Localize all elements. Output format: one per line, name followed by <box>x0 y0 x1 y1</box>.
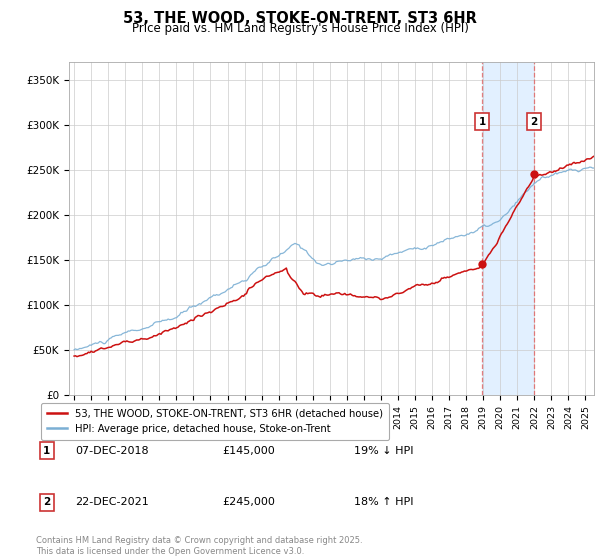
Text: 2: 2 <box>530 116 538 127</box>
Text: Contains HM Land Registry data © Crown copyright and database right 2025.
This d: Contains HM Land Registry data © Crown c… <box>36 536 362 556</box>
Text: Price paid vs. HM Land Registry's House Price Index (HPI): Price paid vs. HM Land Registry's House … <box>131 22 469 35</box>
Text: £145,000: £145,000 <box>222 446 275 456</box>
Text: 2: 2 <box>43 497 50 507</box>
Text: 1: 1 <box>478 116 485 127</box>
Text: 22-DEC-2021: 22-DEC-2021 <box>75 497 149 507</box>
Text: 19% ↓ HPI: 19% ↓ HPI <box>354 446 413 456</box>
Text: 07-DEC-2018: 07-DEC-2018 <box>75 446 149 456</box>
Text: 18% ↑ HPI: 18% ↑ HPI <box>354 497 413 507</box>
Bar <box>482 62 534 395</box>
Text: 1: 1 <box>43 446 50 456</box>
Legend: 53, THE WOOD, STOKE-ON-TRENT, ST3 6HR (detached house), HPI: Average price, deta: 53, THE WOOD, STOKE-ON-TRENT, ST3 6HR (d… <box>41 403 389 440</box>
Text: 53, THE WOOD, STOKE-ON-TRENT, ST3 6HR: 53, THE WOOD, STOKE-ON-TRENT, ST3 6HR <box>123 11 477 26</box>
Text: £245,000: £245,000 <box>222 497 275 507</box>
